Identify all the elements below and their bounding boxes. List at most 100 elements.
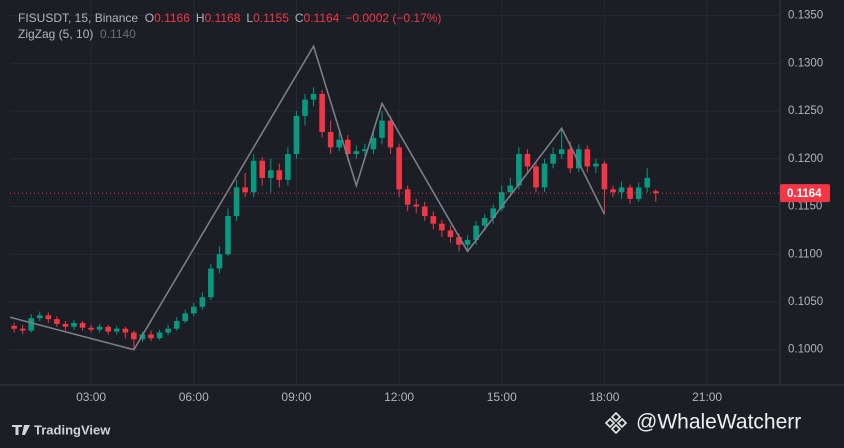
x-tick-label: 21:00 bbox=[692, 390, 722, 404]
ohlc-row: FISUSDT, 15, Binance O0.1166 H0.1168 L0.11… bbox=[18, 10, 447, 26]
candle-body bbox=[575, 149, 582, 169]
candle-body bbox=[131, 332, 137, 340]
x-tick-label: 06:00 bbox=[179, 390, 209, 404]
x-tick-label: 03:00 bbox=[76, 390, 106, 404]
candle-body bbox=[396, 147, 402, 190]
brand: TradingView bbox=[34, 422, 111, 437]
candle-body bbox=[310, 93, 317, 100]
candle-body bbox=[524, 154, 531, 167]
y-tick-label: 0.1250 bbox=[788, 105, 823, 117]
candle-body bbox=[208, 268, 214, 298]
candle-body bbox=[593, 163, 599, 167]
candle-body bbox=[490, 208, 497, 218]
candle-body bbox=[267, 170, 274, 178]
zigzag-line bbox=[9, 44, 606, 351]
candle-body bbox=[319, 93, 325, 133]
candle-body bbox=[404, 189, 411, 205]
indicator-name: ZigZag (5, 10) bbox=[18, 27, 94, 41]
candle-body bbox=[456, 237, 462, 245]
watermark-logo bbox=[604, 411, 628, 435]
candle-body bbox=[610, 189, 616, 193]
ohlc-label: O bbox=[144, 11, 155, 25]
x-tick-label: 12:00 bbox=[384, 390, 414, 404]
candle-body bbox=[165, 328, 171, 333]
candle-body bbox=[216, 254, 223, 269]
candle-body bbox=[430, 216, 437, 224]
x-tick-label: 18:00 bbox=[589, 390, 619, 404]
candle-body bbox=[28, 318, 35, 331]
candle-body bbox=[156, 332, 163, 339]
candle-body bbox=[550, 154, 556, 164]
candle-body bbox=[353, 151, 360, 155]
ohlc-label: C bbox=[294, 11, 304, 25]
candle-body bbox=[344, 139, 351, 155]
candle-body bbox=[601, 163, 608, 190]
candle-body bbox=[516, 154, 522, 186]
candle-body bbox=[62, 323, 69, 327]
candle-body bbox=[225, 216, 231, 255]
low-value: 0.1155 bbox=[253, 11, 289, 25]
y-tick-label: 0.1150 bbox=[788, 201, 822, 213]
candle-body bbox=[54, 319, 60, 324]
candle-body bbox=[618, 187, 625, 193]
y-tick-label: 0.1350 bbox=[788, 10, 823, 22]
candle-body bbox=[105, 326, 112, 332]
symbol: FISUSDT, 15, Binance bbox=[18, 11, 139, 25]
candle-body bbox=[88, 327, 94, 330]
candle-body bbox=[387, 120, 394, 148]
candle-body bbox=[79, 322, 86, 328]
candle-body bbox=[379, 120, 385, 138]
change: −0.0002 (−0.17%) bbox=[345, 11, 442, 25]
candle-body bbox=[302, 99, 308, 116]
candle-body bbox=[276, 170, 283, 180]
close-value: 0.1164 bbox=[303, 11, 340, 25]
candle-body bbox=[71, 322, 77, 327]
candle-body bbox=[11, 325, 17, 329]
x-tick-label: 15:00 bbox=[487, 390, 517, 404]
open-value: 0.1166 bbox=[154, 11, 190, 25]
brand-logo: TradingView bbox=[12, 422, 111, 437]
candle-body bbox=[652, 191, 659, 194]
candle-body bbox=[644, 177, 651, 188]
price-label-box bbox=[780, 184, 830, 203]
candle-body bbox=[233, 187, 240, 217]
candle-body bbox=[242, 187, 248, 193]
candle-body bbox=[447, 230, 454, 238]
candle-body bbox=[199, 297, 206, 307]
candle-body bbox=[36, 315, 43, 319]
y-tick-label: 0.1050 bbox=[788, 296, 823, 308]
candle-body bbox=[413, 204, 420, 207]
candle-body bbox=[19, 328, 26, 331]
y-tick-label: 0.1300 bbox=[788, 57, 823, 69]
candle-body bbox=[182, 313, 189, 322]
candle-body bbox=[567, 149, 574, 169]
candle-body bbox=[464, 239, 471, 245]
y-tick-label: 0.1200 bbox=[788, 153, 823, 165]
candle-body bbox=[148, 334, 154, 339]
candle-body bbox=[336, 139, 343, 148]
y-tick-label: 0.1000 bbox=[788, 344, 823, 356]
candle-body bbox=[498, 192, 505, 209]
candle-body bbox=[122, 328, 129, 333]
candle-body bbox=[558, 149, 565, 155]
indicator-value: 0.1140 bbox=[100, 27, 136, 41]
candle-body bbox=[96, 326, 103, 330]
candle-body bbox=[190, 306, 197, 314]
candle-body bbox=[259, 160, 266, 178]
candle-body bbox=[362, 149, 368, 152]
candle-body bbox=[173, 321, 180, 329]
ohlc-label: L bbox=[246, 11, 254, 25]
candle-body bbox=[285, 154, 291, 180]
x-tick-label: 09:00 bbox=[281, 390, 311, 404]
candle-body bbox=[327, 132, 334, 148]
candle-body bbox=[293, 115, 300, 155]
candle-body bbox=[584, 149, 591, 167]
candle-body bbox=[370, 137, 377, 150]
plot bbox=[9, 44, 780, 351]
candle-body bbox=[481, 217, 488, 226]
candle-body bbox=[473, 225, 479, 240]
ohlc-label: H bbox=[195, 11, 205, 25]
